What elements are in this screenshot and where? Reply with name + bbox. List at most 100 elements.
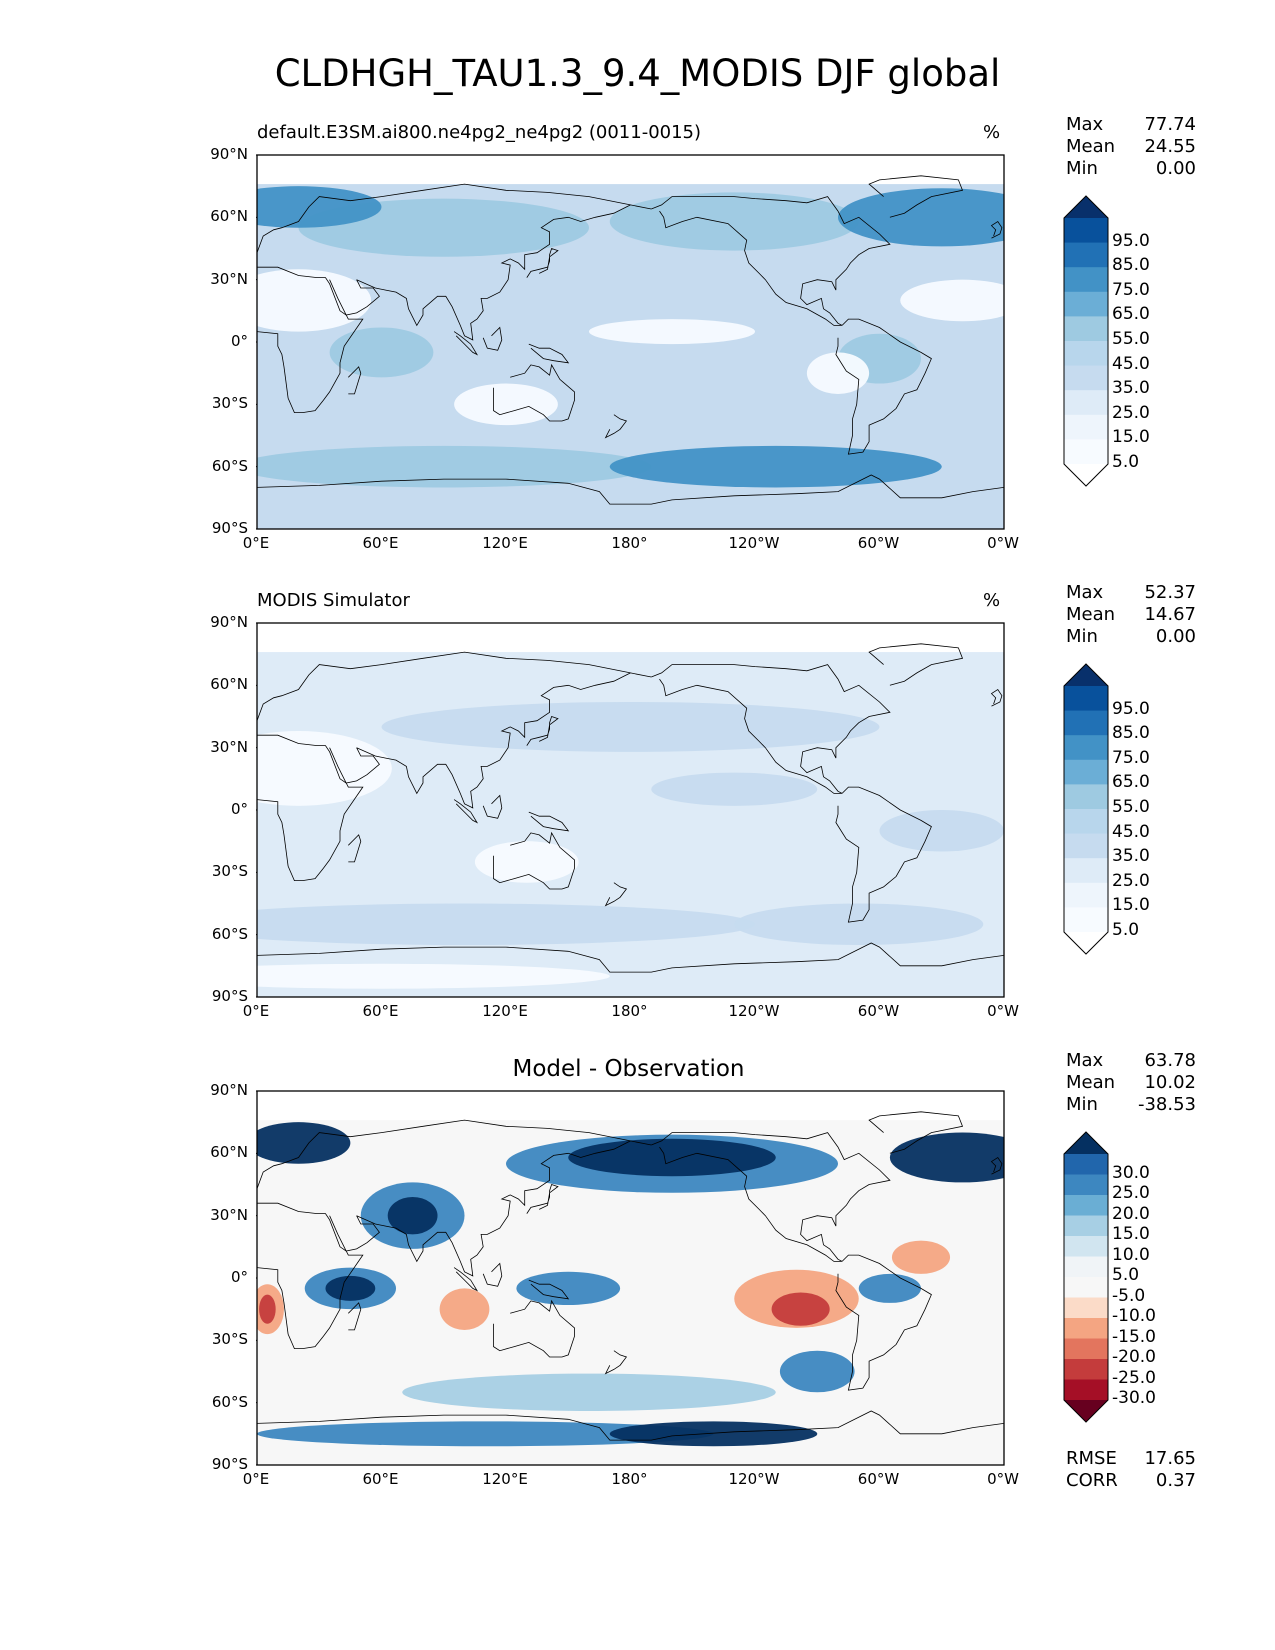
y-tick-label: 30°N — [210, 269, 248, 288]
x-tick-label: 60°E — [362, 1470, 399, 1488]
y-tick-label: 60°S — [211, 456, 248, 475]
coastline — [257, 1202, 364, 1349]
stat-value: 10.02 — [1144, 1072, 1196, 1093]
colorbar-bin — [1064, 833, 1108, 859]
x-tick-label: 60°W — [857, 1470, 900, 1488]
colorbar-label: 35.0 — [1112, 846, 1150, 867]
contour-blob — [257, 1122, 351, 1164]
x-tick-label: 0°E — [242, 534, 270, 552]
colorbar-extend-top — [1064, 1132, 1108, 1154]
map-plot — [256, 1090, 1005, 1466]
coastline — [356, 204, 631, 341]
y-tick-label: 90°S — [211, 987, 248, 1005]
stat-value: 0.00 — [1155, 626, 1196, 647]
contour-blob — [891, 1240, 951, 1274]
y-tick-label: 0° — [230, 800, 248, 818]
coastline — [482, 326, 503, 351]
contour-blob — [381, 701, 880, 752]
coastline — [868, 643, 964, 686]
coastline — [651, 664, 891, 794]
colorbar-svg — [1063, 663, 1109, 955]
colorbar-bin — [1064, 365, 1108, 391]
coastline — [493, 363, 575, 422]
contour-blob — [609, 1421, 818, 1447]
colorbar-bin — [1064, 1318, 1108, 1339]
stat-value: 14.67 — [1144, 604, 1196, 625]
stat-value: -38.53 — [1137, 1094, 1196, 1115]
colorbar-bin — [1064, 907, 1108, 933]
stats-box: Max 63.78 Mean 10.02 Min -38.53 — [1066, 1050, 1196, 1116]
x-tick-label: 0°W — [987, 1470, 1019, 1488]
colorbar-label: -25.0 — [1112, 1367, 1156, 1388]
metrics-box: RMSE 17.65 CORR 0.37 — [1066, 1448, 1196, 1492]
colorbar-bin — [1064, 1256, 1108, 1278]
panel-observation: MODIS Simulator % Max 52.37 Mean 14.67 Min… — [0, 582, 1275, 1052]
colorbar-label: 65.0 — [1112, 772, 1150, 793]
colorbar-bin — [1064, 710, 1108, 736]
colorbar-label: 45.0 — [1112, 821, 1150, 842]
colorbar-svg — [1063, 195, 1109, 487]
y-tick-label: 30°S — [211, 394, 248, 413]
coastline — [348, 1302, 362, 1331]
x-tick-label: 180° — [611, 1470, 648, 1488]
stat-label: Mean — [1066, 136, 1116, 157]
coastline — [329, 747, 380, 784]
contour-blob — [609, 445, 942, 488]
contour-blob — [259, 1294, 276, 1324]
x-tick-label: 120°E — [482, 1470, 528, 1488]
coastline — [835, 786, 932, 923]
colorbar-bin — [1064, 341, 1108, 367]
colorbar-label: -30.0 — [1112, 1388, 1156, 1408]
colorbar-label: 85.0 — [1112, 255, 1150, 276]
colorbar-label: -15.0 — [1112, 1326, 1156, 1347]
coastline — [604, 414, 628, 439]
x-tick-label: 0°E — [242, 1470, 270, 1488]
contour-blob — [779, 1350, 855, 1393]
contour-blob — [387, 1196, 438, 1235]
colorbar-label: -10.0 — [1112, 1306, 1156, 1326]
coastline — [528, 811, 570, 832]
colorbar-bin — [1064, 858, 1108, 884]
colorbar-bin — [1064, 735, 1108, 761]
y-tick-label: 30°S — [211, 1330, 248, 1349]
y-tick-label: 90°N — [210, 145, 248, 163]
colorbar-label: 55.0 — [1112, 329, 1150, 349]
colorbar-bin — [1064, 414, 1108, 440]
coastline — [651, 1132, 891, 1262]
y-tick-label: 0° — [230, 332, 248, 350]
contour-blob — [325, 1275, 376, 1301]
coastline — [835, 318, 932, 455]
colorbar-bin — [1064, 686, 1108, 712]
colorbar-outline — [1063, 663, 1109, 955]
y-tick-label: 60°N — [210, 1143, 248, 1162]
stat-label: Max — [1066, 114, 1104, 135]
coastline — [348, 366, 362, 395]
colorbar-bin — [1064, 267, 1108, 293]
coastline — [453, 799, 479, 824]
x-tick-label: 60°W — [857, 534, 900, 552]
coastline — [257, 266, 364, 413]
x-tick-label: 120°W — [728, 1002, 780, 1020]
coastline — [868, 175, 964, 218]
metric-label: CORR — [1066, 1470, 1118, 1491]
colorbar-bin — [1064, 1174, 1108, 1196]
coastline — [356, 672, 631, 809]
coastline — [604, 1350, 628, 1375]
contour-blob — [257, 963, 610, 989]
colorbar-label: -5.0 — [1112, 1285, 1146, 1306]
stat-value: 63.78 — [1144, 1050, 1196, 1071]
colorbar-bin — [1064, 316, 1108, 342]
colorbar-bin — [1064, 809, 1108, 835]
contour-blob — [806, 352, 870, 394]
coastline — [493, 831, 575, 890]
stat-label: Mean — [1066, 604, 1116, 625]
colorbar-bin — [1064, 1297, 1108, 1319]
colorbar-bin — [1064, 1195, 1108, 1216]
y-tick-label: 90°N — [210, 1081, 248, 1099]
colorbar-label: 85.0 — [1112, 723, 1150, 744]
colorbar-bin — [1064, 1154, 1108, 1175]
x-tick-label: 120°E — [482, 1002, 528, 1020]
coastline — [528, 343, 570, 364]
coastline — [453, 331, 479, 356]
contour-blob — [454, 383, 558, 426]
